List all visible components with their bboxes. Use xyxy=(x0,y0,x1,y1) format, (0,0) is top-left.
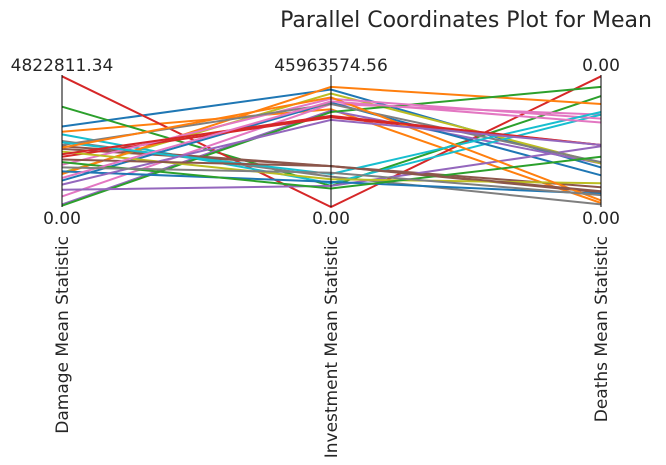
axis-min-label-1: 0.00 xyxy=(43,209,81,229)
axis-min-label-2: 0.00 xyxy=(312,209,350,229)
axis-max-label-1: 4822811.34 xyxy=(11,56,114,76)
axis-min-label-3: 0.00 xyxy=(582,209,620,229)
axis-title-2: Investment Mean Statistic xyxy=(322,236,342,458)
axis-title-1: Damage Mean Statistic xyxy=(53,236,73,434)
axis-max-label-2: 45963574.56 xyxy=(274,56,388,76)
axes-group: 4822811.34 0.00 Damage Mean Statistic 45963… xyxy=(11,56,620,458)
axis-max-label-3: 0.00 xyxy=(582,56,620,76)
axis-title-3: Deaths Mean Statistic xyxy=(592,236,612,422)
chart-title: Parallel Coordinates Plot for Mean xyxy=(280,8,652,33)
